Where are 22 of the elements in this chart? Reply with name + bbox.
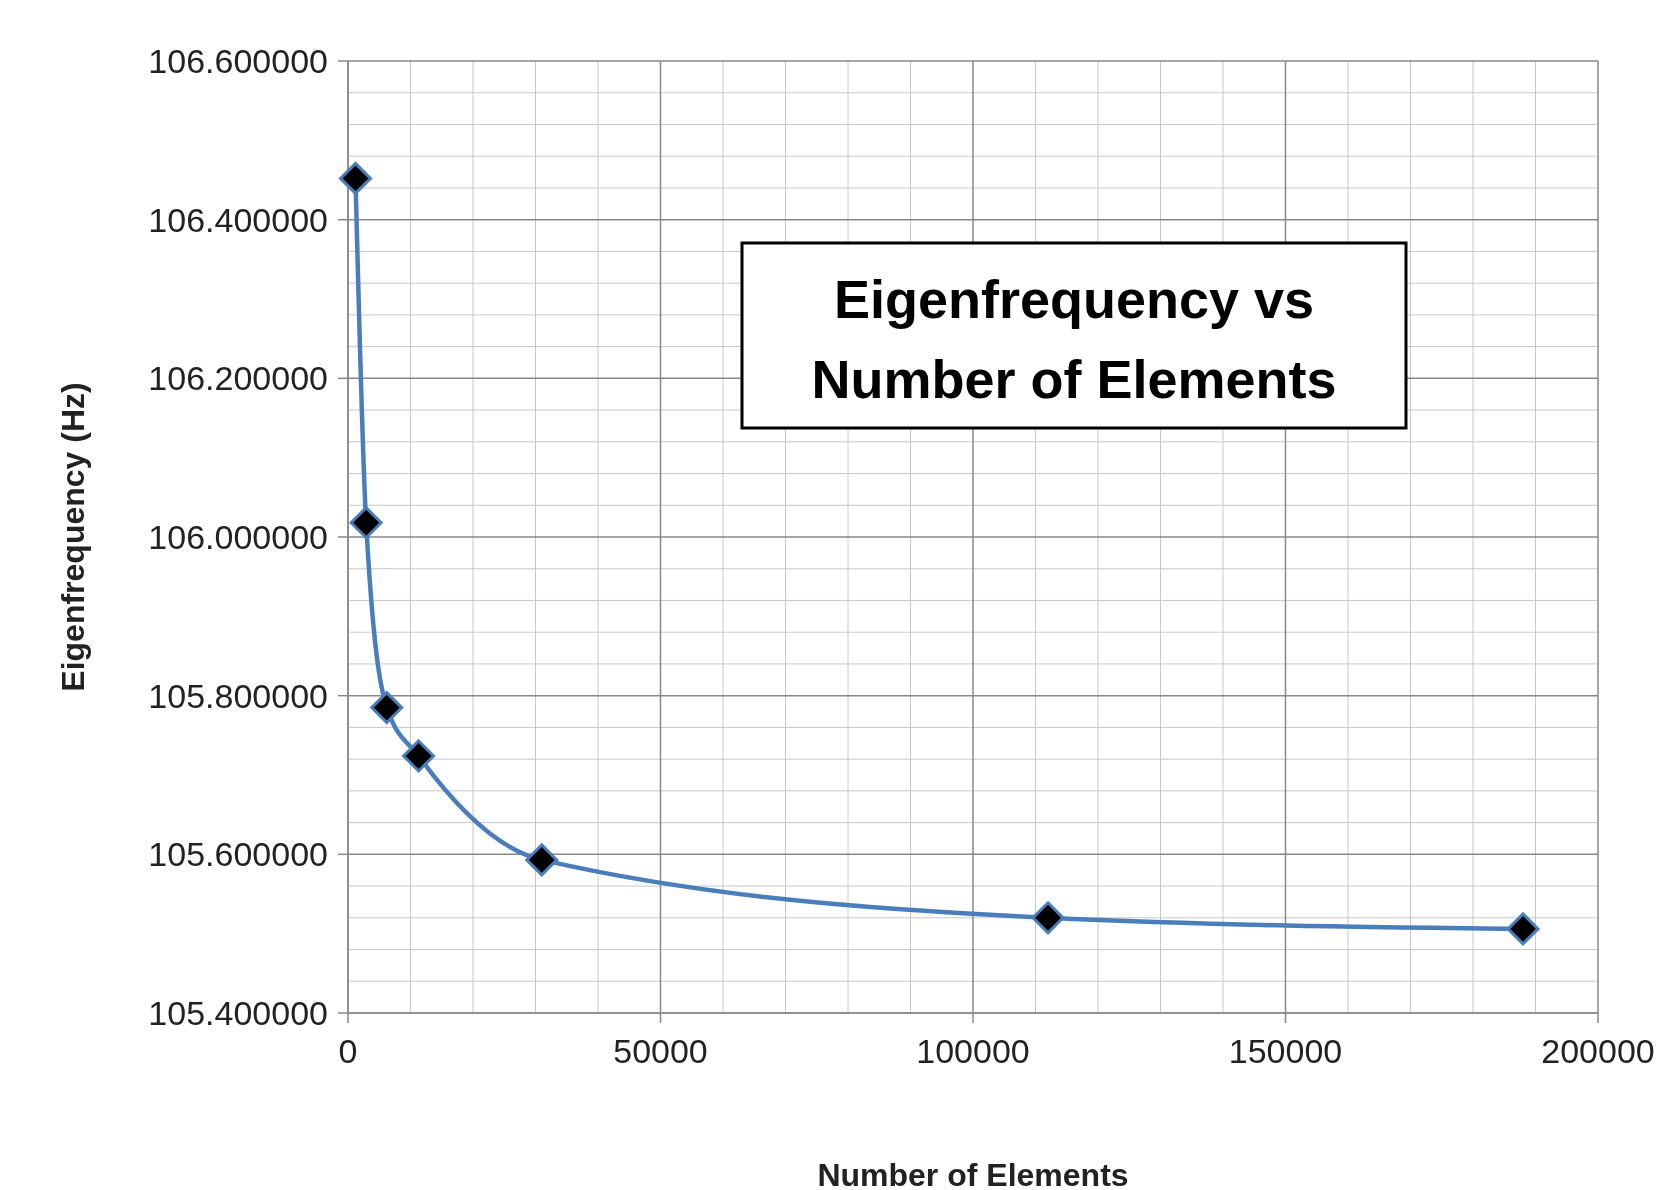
y-tick-label: 106.200000 bbox=[148, 359, 328, 398]
point bbox=[402, 739, 436, 773]
y-tick-label: 105.400000 bbox=[148, 993, 328, 1032]
y-axis-title: Eigenfrequency (Hz) bbox=[55, 382, 91, 692]
y-tick-label: 105.800000 bbox=[148, 676, 328, 715]
x-tick-label: 200000 bbox=[1541, 1032, 1655, 1070]
x-tick-label: 0 bbox=[338, 1032, 358, 1070]
x-tick-label: 100000 bbox=[916, 1032, 1030, 1070]
y-tick-label: 106.600000 bbox=[148, 41, 328, 80]
x-axis-title: Number of Elements bbox=[817, 1157, 1129, 1190]
point bbox=[370, 691, 404, 725]
text: Eigenfrequency vs Number of Elements bbox=[811, 269, 1337, 409]
point bbox=[339, 161, 372, 195]
x-tick-label: 150000 bbox=[1228, 1032, 1343, 1070]
y-tick-label: 105.600000 bbox=[148, 835, 328, 874]
point bbox=[1506, 912, 1540, 946]
y-tick-label: 106.000000 bbox=[148, 517, 328, 556]
point bbox=[349, 506, 383, 540]
y-tick-label: 106.400000 bbox=[148, 200, 328, 239]
point bbox=[525, 843, 559, 877]
point bbox=[1031, 901, 1065, 935]
x-tick-label: 50000 bbox=[613, 1032, 708, 1070]
